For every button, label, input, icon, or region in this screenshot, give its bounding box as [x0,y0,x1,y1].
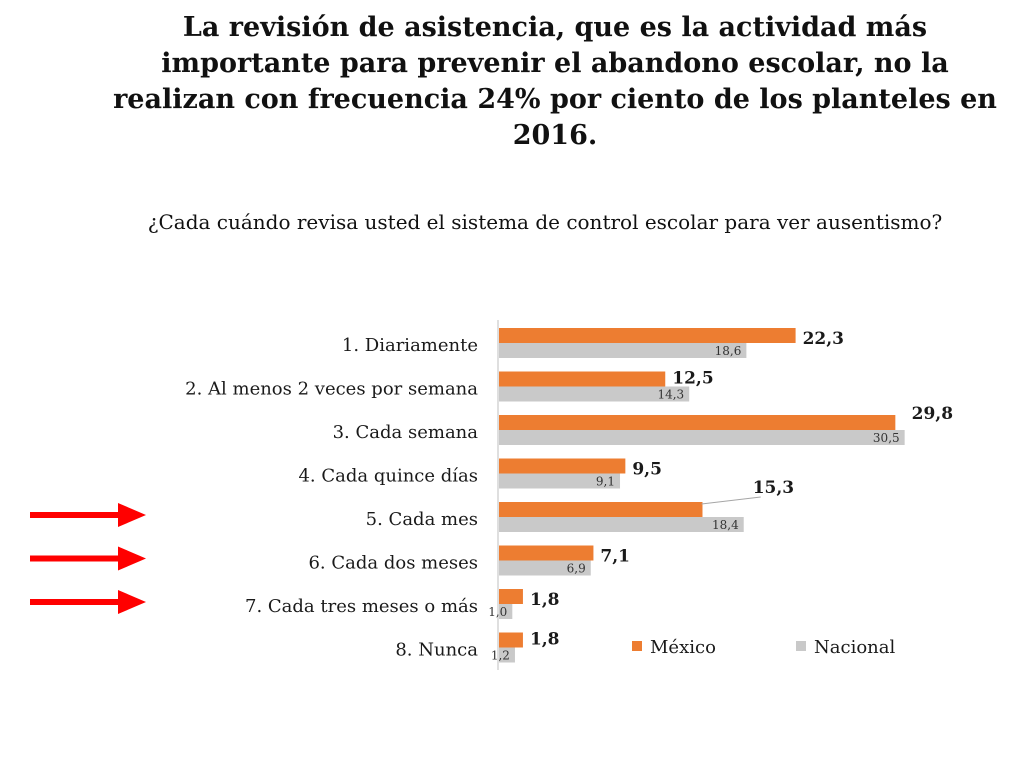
bar-mexico [499,545,594,561]
bar-mexico [499,458,626,474]
bar-mexico [499,371,666,387]
bar-nacional [499,386,690,402]
arrow-right-icon-head [118,546,146,571]
page-title: La revisión de asistencia, que es la act… [113,12,997,151]
bar-nacional [499,430,905,445]
bar-nacional [499,517,744,532]
category-label: 5. Cada mes [366,509,478,530]
data-label-mexico: 7,1 [600,547,630,567]
arrow-right-icon-head [118,503,146,527]
arrow-right-icon-head [118,590,146,614]
data-label-nacional: 18,6 [715,344,742,358]
leader-line [701,496,761,505]
legend-swatch-nacional [796,641,806,651]
data-label-mexico: 12,5 [672,369,713,389]
legend-label-mexico: México [650,637,716,658]
data-label-nacional: 14,3 [657,388,684,402]
bar-mexico [499,502,703,517]
category-label: 7. Cada tres meses o más [245,596,478,617]
bar-mexico [499,589,523,604]
bar-nacional [499,560,591,576]
data-label-mexico: 1,8 [530,590,560,610]
bar-mexico [499,328,796,343]
bar-mexico [499,415,896,430]
category-label: 1. Diariamente [342,335,478,356]
category-label: 2. Al menos 2 veces por semana [185,379,478,400]
category-label: 4. Cada quince días [298,466,478,487]
data-label-mexico: 1,8 [530,630,560,650]
bar-nacional [499,473,621,489]
data-label-mexico: 9,5 [632,460,662,480]
bar-nacional [499,604,513,619]
category-label: 6. Cada dos meses [308,553,478,574]
data-label-nacional: 9,1 [596,475,615,489]
survey-question: ¿Cada cuándo revisa usted el sistema de … [147,210,943,234]
bar-mexico [499,632,523,648]
legend-swatch-mexico [632,641,642,651]
bar-nacional [499,647,515,663]
data-label-mexico: 15,3 [753,478,794,498]
data-label-nacional: 18,4 [712,518,739,532]
bar-nacional [499,343,747,358]
data-label-mexico: 22,3 [803,329,844,349]
data-label-nacional: 1,0 [488,605,507,619]
category-label: 8. Nunca [395,640,478,661]
category-label: 3. Cada semana [333,422,479,443]
data-label-nacional: 30,5 [873,431,900,445]
data-label-nacional: 1,2 [491,649,510,663]
data-label-mexico: 29,8 [912,404,953,424]
data-label-nacional: 6,9 [567,562,586,576]
legend-label-nacional: Nacional [814,637,895,658]
